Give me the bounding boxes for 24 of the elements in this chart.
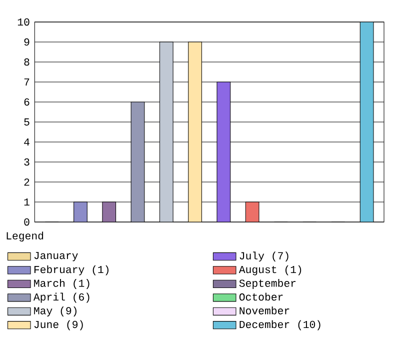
legend-label: September	[239, 279, 296, 290]
y-tick-label: 3	[24, 158, 30, 166]
y-tick-label: 0	[24, 218, 30, 226]
y-tick-label: 1	[24, 198, 30, 206]
legend-label: November	[240, 306, 290, 314]
y-tick-label: 9	[24, 38, 30, 46]
y-tick-label: 5	[24, 118, 30, 126]
y-tick-label: 10	[18, 18, 30, 26]
legend-label: May (9)	[34, 306, 76, 316]
legend-label: June (9)	[34, 320, 83, 330]
legend-label: February (1)	[34, 265, 108, 276]
y-tick-label: 2	[24, 178, 30, 186]
y-tick-label: 4	[24, 138, 30, 146]
legend-label: August (1)	[238, 265, 302, 276]
y-tick-label: 7	[24, 78, 30, 86]
y-tick-label: 8	[24, 58, 30, 66]
y-tick-label: 6	[24, 98, 30, 106]
legend-label: April (6)	[33, 292, 90, 303]
legend-label: December (10)	[240, 320, 320, 330]
legend-label: July (7)	[240, 252, 288, 262]
legend-label: March (1)	[34, 279, 90, 290]
legend-title: Legend	[6, 232, 44, 242]
legend-label: October	[239, 292, 283, 301]
legend-label: January	[34, 252, 78, 262]
